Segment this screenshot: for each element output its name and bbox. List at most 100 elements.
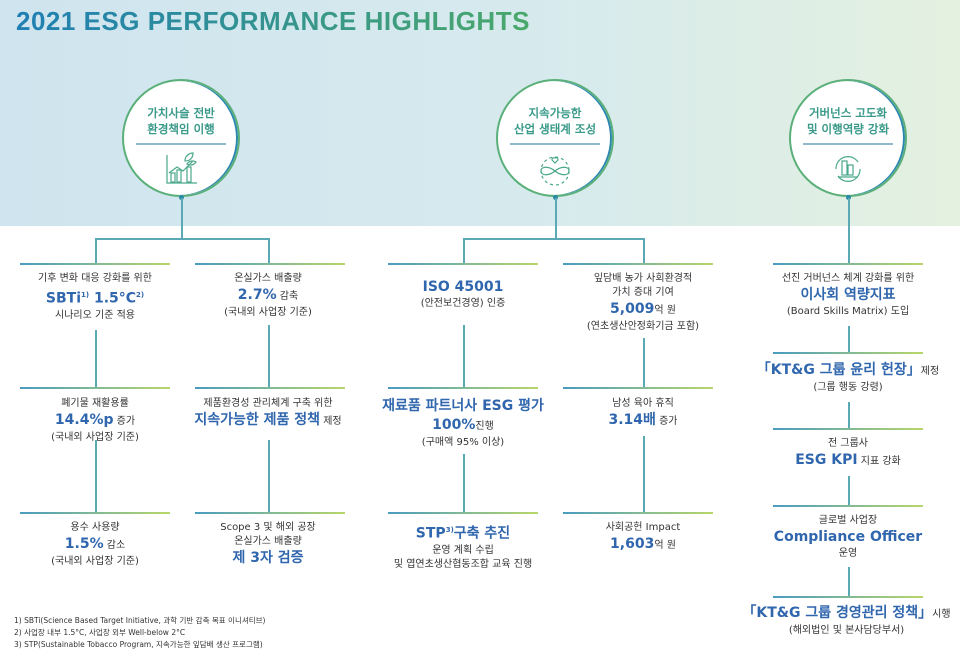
value-suffix: 억 원 [654,305,676,316]
highlight-note: (해외법인 및 본사담당부서) [788,625,905,636]
pillar-title: 산업 생태계 조성 [513,122,597,136]
row-divider [563,263,713,265]
value-text: 3.14배 [608,412,656,428]
footnote-ref: 3) [445,526,454,534]
connector-dot [553,195,558,200]
row-divider [195,387,345,389]
row-divider [20,263,170,265]
highlight-note: (Board Skills Matrix) 도입 [786,306,910,317]
highlight-note: (연초생산안정화기금 포함) [586,321,700,332]
value-suffix: 억 원 [654,540,676,551]
highlight-value: 지속가능한 제품 정책 제정 [178,411,358,431]
highlight-waste-recycling: 폐기물 재활용률 14.4%p 증가 (국내외 사업장 기준) [5,397,185,445]
value-text: 「KT&G 그룹 윤리 헌장」 [756,362,921,378]
pillar-governance: 거버넌스 고도화 및 이행역량 강화 [789,79,907,197]
highlight-note: (구매액 95% 이상) [421,437,505,448]
highlight-value: 5,009억 원 [553,300,733,320]
footnote-ref: 1) [81,291,90,299]
highlight-farm-value: 잎담배 농가 사회환경적 가치 증대 기여 5,009억 원 (연초생산안정화기… [553,272,733,334]
row-divider [20,387,170,389]
highlight-paternity-leave: 남성 육아 휴직 3.14배 증가 [553,397,733,431]
connector-line [95,238,97,263]
highlight-value: ESG KPI 지표 강화 [748,451,948,471]
row-divider [388,512,538,514]
highlight-water-usage: 용수 사용량 1.5% 감소 (국내외 사업장 기준) [5,521,185,569]
building-cycle-icon [835,156,861,182]
connector-line [181,198,183,238]
connector-line [848,476,850,505]
highlight-value: 100%진행 [363,416,563,436]
highlight-label: 폐기물 재활용률 [61,398,129,409]
connector-line [848,326,850,352]
connector-dot [846,195,851,200]
row-divider [773,352,923,354]
value-text: 1,603 [610,536,655,552]
highlight-third-party-verification: Scope 3 및 해외 공장 온실가스 배출량 제 3자 검증 [178,521,358,568]
value-suffix: 진행 [475,421,494,432]
highlight-value: 1,603억 원 [553,535,733,555]
highlight-iso45001: ISO 45001 (안전보건경영) 인증 [373,278,553,311]
highlight-note: 및 엽연초생산협동조합 교육 진행 [393,558,533,570]
row-divider [773,263,923,265]
connector-line [555,198,557,238]
connector-line [95,238,269,240]
pillar-title: 거버넌스 고도화 [808,106,888,120]
highlight-partner-esg: 재료품 파트너사 ESG 평가 100%진행 (구매액 95% 이상) [363,397,563,450]
row-divider [388,263,538,265]
highlight-board-skills: 선진 거버넌스 체계 강화를 위한 이사회 역량지표 (Board Skills… [748,272,948,319]
connector-line [463,325,465,387]
highlight-value: 「KT&G 그룹 경영관리 정책」시행 [733,604,960,624]
value-text: 2.7% [237,287,277,303]
value-text: 1.5% [64,536,104,552]
value-text: 「KT&G 그룹 경영관리 정책」 [742,605,933,621]
highlight-ethics-charter: 「KT&G 그룹 윤리 헌장」제정 (그룹 행동 강령) [738,361,958,395]
highlight-note: 시나리오 기준 적용 [55,309,135,321]
value-suffix: 증가 [113,416,136,427]
growth-chart-leaf-icon [166,152,197,184]
row-divider [388,387,538,389]
row-divider [195,512,345,514]
footnotes: 1) SBTi(Science Based Target Initiative,… [14,615,265,651]
connector-line [643,436,645,512]
highlight-value: Compliance Officer [773,529,923,545]
pillar-title: 지속가능한 [528,106,582,120]
highlight-value: 「KT&G 그룹 윤리 헌장」제정 [738,361,958,381]
highlight-social-impact: 사회공헌 Impact 1,603억 원 [553,521,733,555]
highlight-label: 용수 사용량 [70,522,120,533]
connector-line [643,338,645,387]
row-divider [20,512,170,514]
connector-line [643,238,645,263]
connector-line [95,440,97,512]
row-divider [773,596,923,598]
connector-line [848,402,850,428]
row-divider [773,428,923,430]
connector-line [268,440,270,512]
highlight-label: 잎담배 농가 사회환경적 [593,273,693,284]
highlight-value: SBTi1) 1.5°C2) [5,286,185,309]
connector-dot [179,195,184,200]
highlight-label: 사회공헌 Impact [605,522,681,533]
value-suffix: 제정 [320,416,342,427]
value-text: 14.4%p [54,412,114,428]
page-title: 2021 ESG PERFORMANCE HIGHLIGHTS [16,6,530,36]
value-text: 구축 추진 [453,525,511,542]
pillar-environment: 가치사슬 전반 환경책임 이행 [122,79,240,197]
highlight-note: (국내외 사업장 기준) [224,307,312,318]
value-text: STP [415,525,446,542]
highlight-label: Scope 3 및 해외 공장 [220,522,316,533]
highlight-value: 3.14배 증가 [553,411,733,431]
highlight-sbti: 기후 변화 대응 강화를 위한 SBTi1) 1.5°C2) 시나리오 기준 적… [5,272,185,323]
row-divider [195,263,345,265]
highlight-ghg: 온실가스 배출량 2.7% 감축 (국내외 사업장 기준) [178,272,358,320]
highlight-note: 운영 계획 수립 [432,544,494,556]
highlight-label: 가치 증대 기여 [612,287,674,298]
value-suffix: 감축 [276,291,299,302]
highlight-label: 온실가스 배출량 [234,273,302,284]
highlight-note: 운영 [838,548,858,559]
value-text: 100% [432,417,476,433]
value-text: 지속가능한 제품 정책 [194,412,321,428]
highlight-label: 글로벌 사업장 [818,515,878,526]
highlight-label: 제품환경성 관리체계 구축 위한 [203,398,333,409]
value-suffix: 지표 강화 [857,456,901,467]
